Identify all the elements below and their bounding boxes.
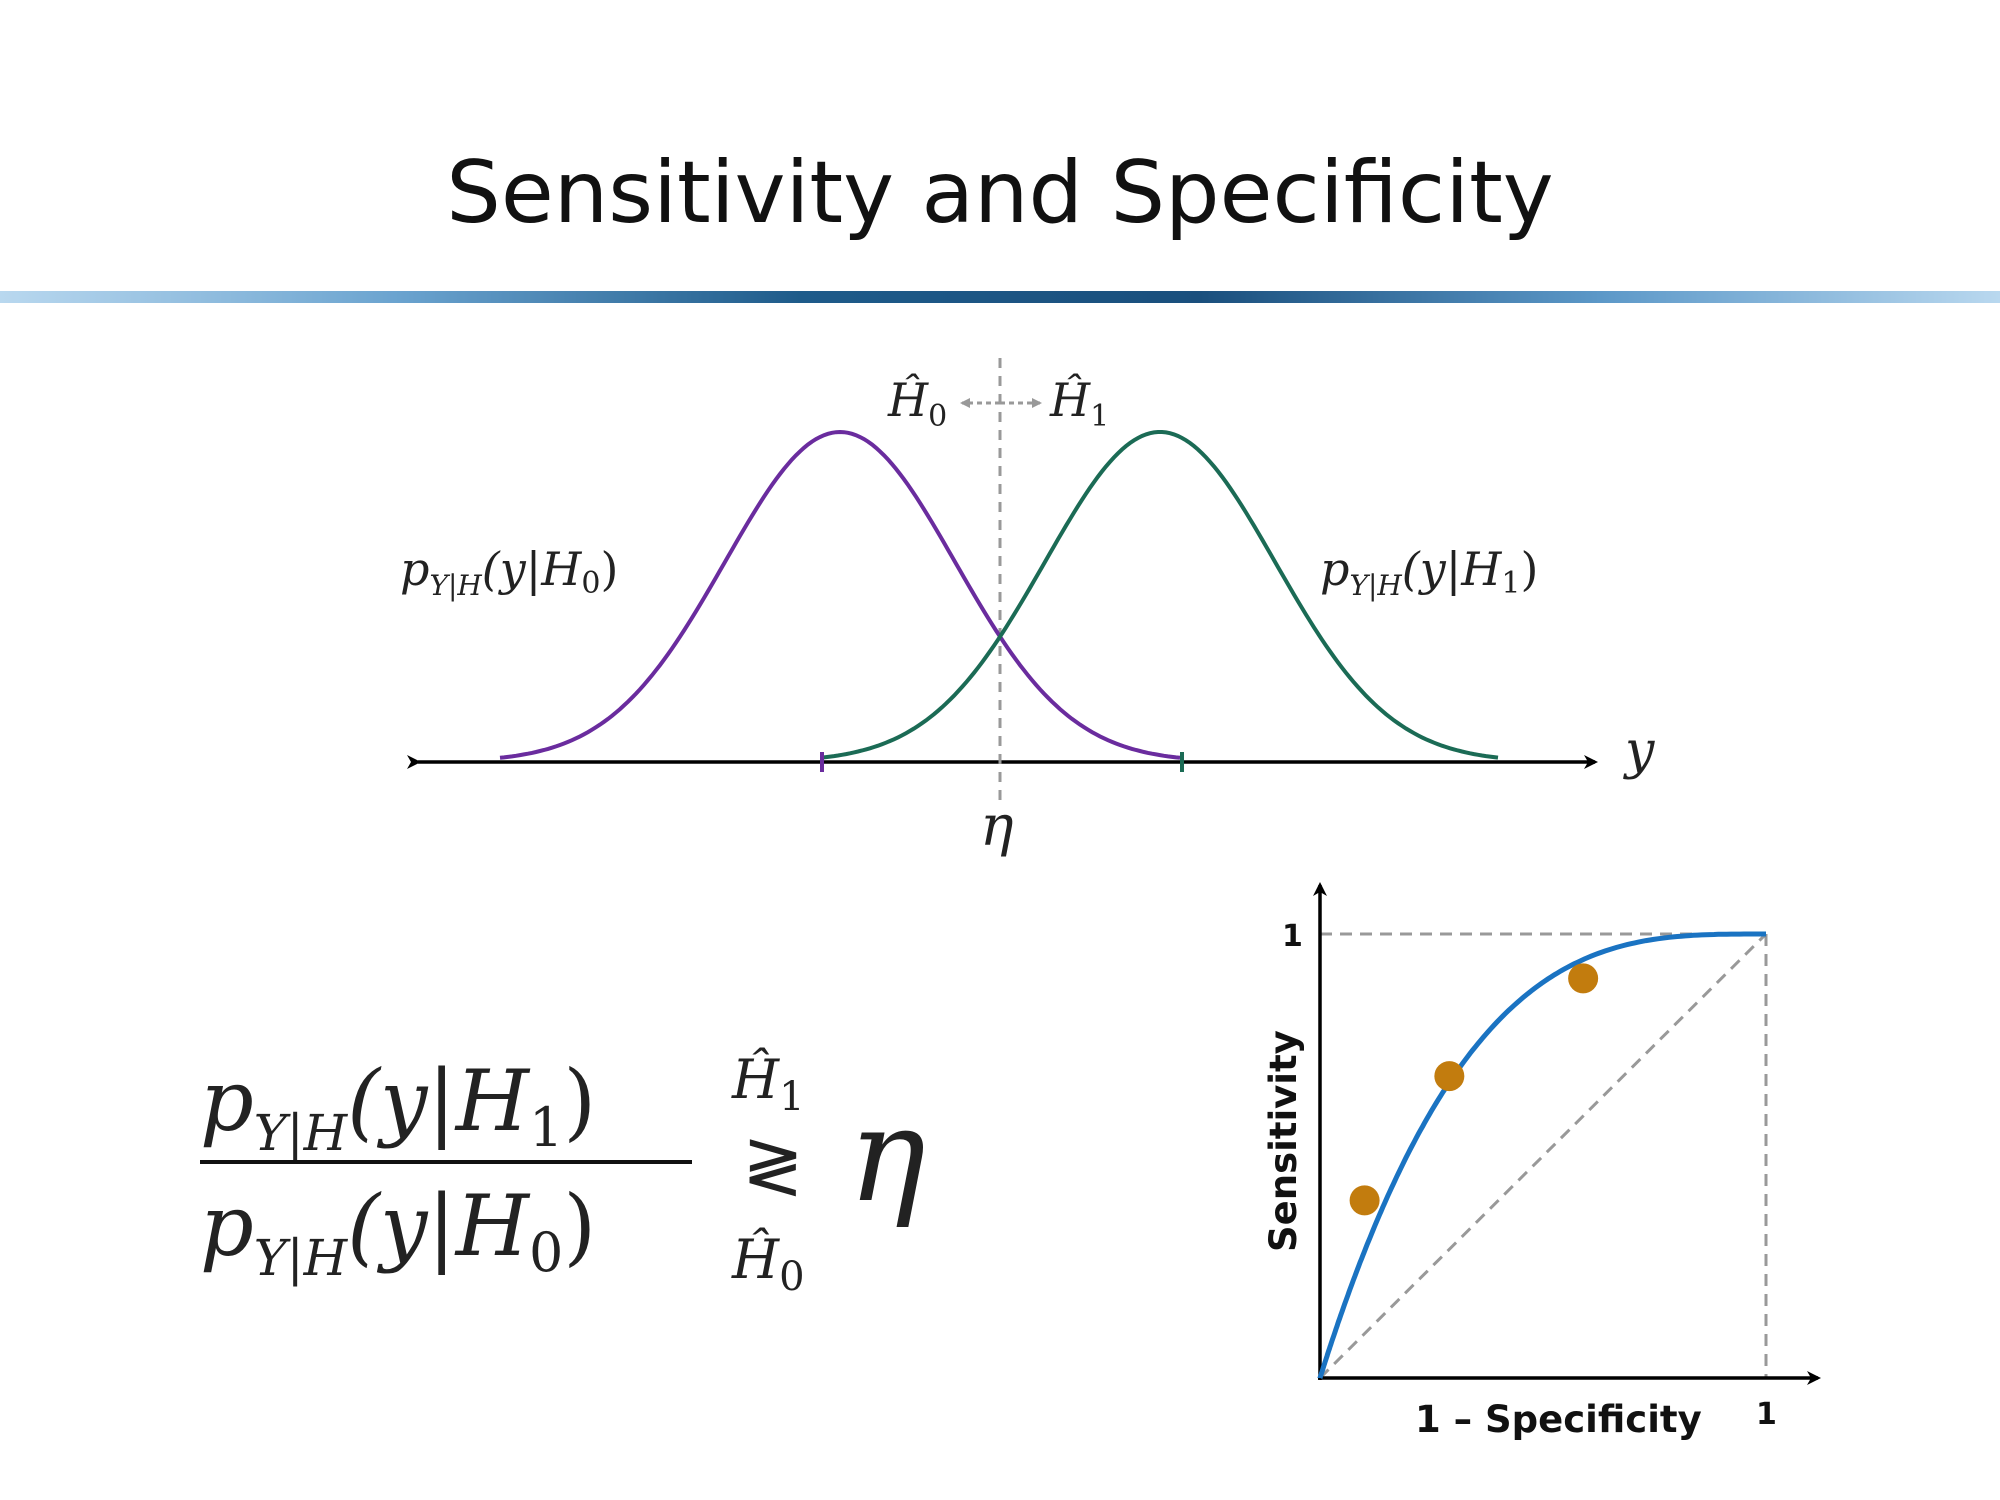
title-divider bbox=[0, 291, 2000, 303]
formula-threshold: η bbox=[848, 1079, 926, 1231]
h1-curve-label: pY|H(y|H1) bbox=[1320, 542, 1538, 602]
roc-operating-point-3 bbox=[1568, 963, 1599, 994]
roc-x-tick-1: 1 bbox=[1756, 1397, 1777, 1432]
roc-curve bbox=[1317, 931, 1766, 1380]
h0-curve-label: pY|H(y|H0) bbox=[400, 542, 618, 602]
likelihood-ratio-test: pY|H(y|H1) pY|H(y|H0) Ĥ1 ≷ Ĥ0 η bbox=[200, 1047, 926, 1300]
density-x-axis-label: y bbox=[1623, 721, 1655, 781]
decision-h0-label: Ĥ0 bbox=[887, 372, 947, 434]
formula-denominator: pY|H(y|H0) bbox=[200, 1177, 596, 1287]
roc-operating-point-2 bbox=[1434, 1061, 1465, 1092]
decision-h1-label: Ĥ1 bbox=[1049, 372, 1109, 434]
h1-density-curve bbox=[821, 430, 1499, 760]
threshold-label: η bbox=[980, 794, 1014, 859]
roc-y-axis-label: Sensitivity bbox=[1262, 1030, 1305, 1252]
h0-density-curve bbox=[499, 429, 1181, 760]
density-plot: Ĥ0 Ĥ1 pY|H(y|H0) pY|H(y|H1) y η bbox=[400, 358, 1655, 859]
roc-y-tick-1: 1 bbox=[1282, 919, 1303, 954]
roc-points bbox=[1349, 963, 1599, 1216]
roc-plot: 1 1 1 – Specificity Sensitivity bbox=[1262, 882, 1821, 1441]
formula-numerator: pY|H(y|H1) bbox=[200, 1052, 596, 1162]
formula-upper-hypothesis: Ĥ1 bbox=[731, 1047, 805, 1120]
formula-relation: ≷ bbox=[742, 1122, 804, 1208]
roc-x-axis-label: 1 – Specificity bbox=[1415, 1398, 1702, 1441]
formula-lower-hypothesis: Ĥ0 bbox=[731, 1227, 805, 1300]
roc-chance-diagonal bbox=[1318, 932, 1768, 1380]
roc-operating-point-1 bbox=[1349, 1185, 1380, 1216]
slide-title: Sensitivity and Specificity bbox=[446, 143, 1554, 243]
